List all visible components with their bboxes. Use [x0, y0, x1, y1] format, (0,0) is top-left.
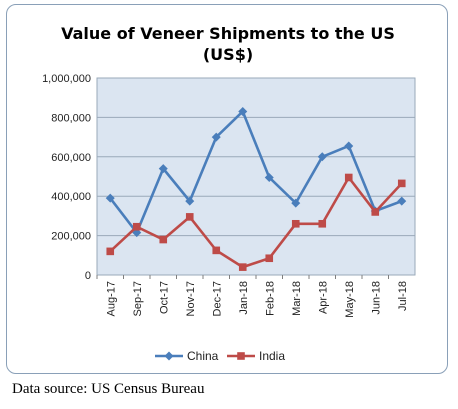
- data-point-china: [185, 196, 195, 206]
- x-tick-label: Jul-18: [397, 281, 409, 311]
- legend-marker-india: [237, 352, 245, 360]
- x-tick-label: Dec-17: [211, 281, 223, 316]
- x-tick-label: Sep-17: [132, 281, 144, 316]
- legend: China India: [155, 349, 285, 363]
- data-point-china: [158, 164, 168, 174]
- data-source-caption: Data source: US Census Bureau: [12, 381, 205, 397]
- y-axis: 0 200,000 400,000 600,000 800,000 1,000,000: [42, 73, 91, 282]
- legend-label-india: India: [259, 349, 285, 363]
- data-point-india: [344, 173, 353, 182]
- data-point-china: [317, 152, 327, 162]
- y-tick-label: 400,000: [51, 191, 91, 203]
- data-point-india: [185, 213, 194, 221]
- x-tick-label: Aug-17: [105, 281, 117, 316]
- data-point-india: [318, 219, 327, 228]
- data-point-china: [291, 198, 301, 208]
- x-axis: Aug-17 Sep-17 Oct-17 Nov-17 Dec-17 Jan-18 Feb-…: [96, 275, 409, 318]
- data-point-india: [106, 247, 115, 256]
- data-point-india: [397, 179, 406, 188]
- series-layer: [105, 106, 407, 271]
- chart-title: Value of Veneer Shipments to the US: [61, 24, 395, 43]
- data-point-china: [344, 141, 354, 151]
- y-tick-label: 600,000: [51, 152, 91, 164]
- data-point-india: [265, 254, 274, 263]
- chart-frame: Value of Veneer Shipments to the US (US$…: [6, 4, 448, 374]
- x-tick-label: Mar-18: [291, 281, 303, 316]
- line-chart: Value of Veneer Shipments to the US (US$…: [42, 24, 416, 363]
- x-tick-label: Apr-18: [317, 281, 329, 314]
- data-point-china: [397, 196, 407, 206]
- data-point-india: [212, 246, 221, 255]
- data-point-india: [132, 222, 141, 231]
- y-tick-label: 200,000: [51, 231, 91, 243]
- legend-label-china: China: [187, 349, 219, 363]
- x-tick-label: Oct-17: [158, 281, 170, 314]
- data-point-india: [159, 235, 168, 244]
- data-point-india: [291, 219, 300, 228]
- data-point-china: [105, 193, 115, 203]
- x-tick-label: Feb-18: [264, 281, 276, 316]
- y-tick-label: 1,000,000: [42, 73, 91, 85]
- chart-subtitle: (US$): [203, 45, 253, 64]
- data-point-china: [211, 132, 221, 142]
- data-point-india: [238, 263, 247, 271]
- x-tick-label: Jan-18: [238, 281, 250, 315]
- x-tick-label: May-18: [344, 281, 356, 318]
- legend-marker-china: [164, 351, 174, 361]
- data-point-india: [371, 208, 380, 216]
- data-point-china: [264, 172, 274, 182]
- y-tick-label: 800,000: [51, 112, 91, 124]
- plot-area: [96, 77, 416, 276]
- x-tick-label: Nov-17: [185, 281, 197, 316]
- series-line-china: [109, 110, 403, 234]
- data-point-china: [238, 106, 248, 116]
- series-line-india: [109, 176, 403, 269]
- x-tick-label: Jun-18: [370, 281, 382, 315]
- y-tick-label: 0: [85, 270, 91, 282]
